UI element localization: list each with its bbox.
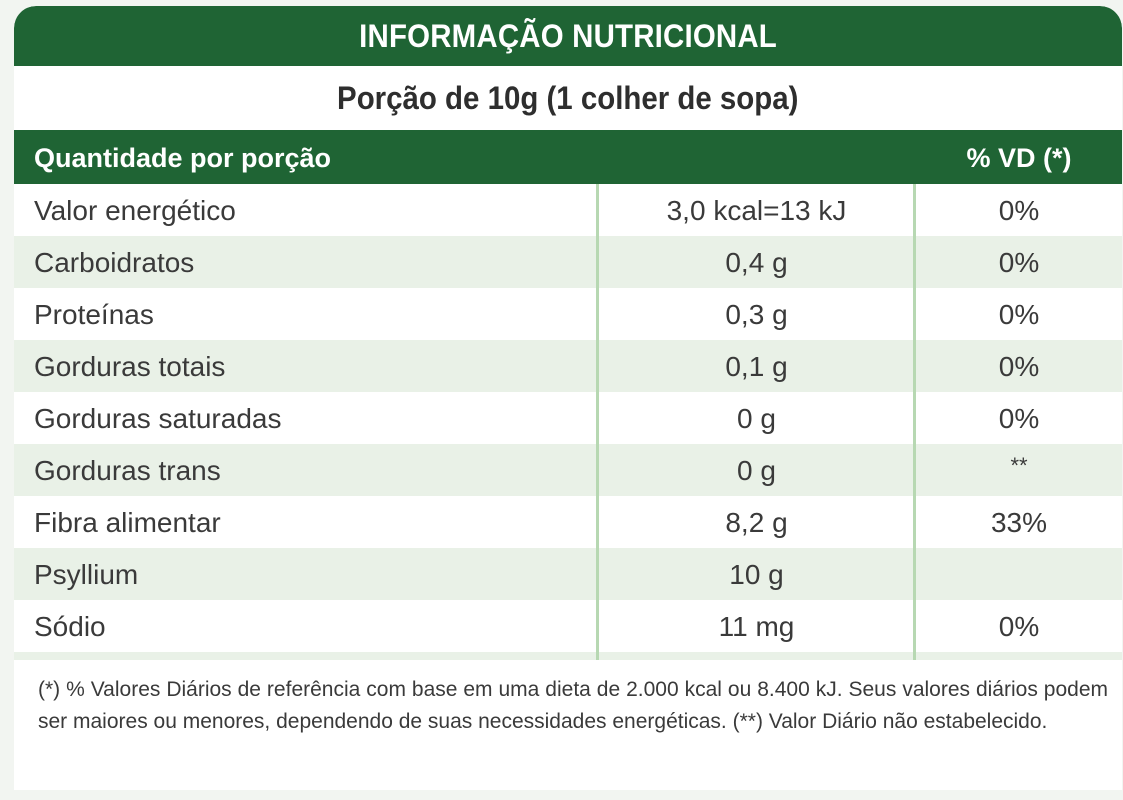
table-row: Valor energético 3,0 kcal=13 kJ 0% bbox=[14, 184, 1122, 236]
nutrient-table: Valor energético 3,0 kcal=13 kJ 0% Carbo… bbox=[14, 184, 1122, 652]
title-bar: INFORMAÇÃO NUTRICIONAL bbox=[14, 6, 1122, 66]
column-divider bbox=[596, 184, 599, 660]
column-divider bbox=[913, 184, 916, 660]
nutrient-name: Fibra alimentar bbox=[34, 507, 221, 538]
table-row: Gorduras totais 0,1 g 0% bbox=[14, 340, 1122, 392]
nutrient-vd: 33% bbox=[990, 507, 1048, 538]
nutrient-vd: 0% bbox=[998, 611, 1040, 642]
nutrient-amount: 0,3 g bbox=[725, 299, 788, 330]
nutrient-amount: 0 g bbox=[737, 455, 776, 486]
nutrient-amount: 11 mg bbox=[718, 611, 795, 642]
nutrient-name: Gorduras trans bbox=[34, 455, 221, 486]
table-header: Quantidade por porção % VD (*) bbox=[14, 130, 1122, 184]
nutrient-vd: 0% bbox=[998, 247, 1040, 278]
header-vd: % VD (*) bbox=[966, 143, 1072, 173]
nutrient-vd: 0% bbox=[998, 351, 1040, 382]
footnote: (*) % Valores Diários de referência com … bbox=[38, 678, 1108, 733]
nutrient-amount: 0,1 g bbox=[725, 351, 788, 382]
table-row: Proteínas 0,3 g 0% bbox=[14, 288, 1122, 340]
nutrient-name: Sódio bbox=[34, 611, 106, 642]
nutrition-label: INFORMAÇÃO NUTRICIONAL Porção de 10g (1 … bbox=[14, 6, 1122, 790]
table-row: Gorduras saturadas 0 g 0% bbox=[14, 392, 1122, 444]
portion-text: Porção de 10g (1 colher de sopa) bbox=[337, 79, 799, 116]
table-row: Gorduras trans 0 g ** bbox=[14, 444, 1122, 496]
nutrient-vd bbox=[916, 548, 1122, 600]
table-row: Fibra alimentar 8,2 g 33% bbox=[14, 496, 1122, 548]
nutrient-vd: ** bbox=[1010, 453, 1028, 478]
table-row: Psyllium 10 g bbox=[14, 548, 1122, 600]
nutrient-vd: 0% bbox=[998, 403, 1040, 434]
nutrient-name: Psyllium bbox=[34, 559, 139, 590]
table-row: Carboidratos 0,4 g 0% bbox=[14, 236, 1122, 288]
nutrient-name: Gorduras saturadas bbox=[34, 403, 282, 434]
nutrient-amount: 0,4 g bbox=[725, 247, 788, 278]
nutrient-vd: 0% bbox=[998, 195, 1040, 226]
nutrient-name: Carboidratos bbox=[34, 247, 195, 278]
nutrient-name: Valor energético bbox=[34, 195, 236, 226]
table-row: Sódio 11 mg 0% bbox=[14, 600, 1122, 652]
nutrient-amount: 3,0 kcal=13 kJ bbox=[666, 195, 847, 226]
nutrient-name: Proteínas bbox=[34, 299, 154, 330]
label-title: INFORMAÇÃO NUTRICIONAL bbox=[359, 17, 777, 54]
table-bottom-stripe bbox=[14, 652, 1122, 660]
nutrient-amount: 10 g bbox=[729, 559, 784, 590]
header-quantity: Quantidade por porção bbox=[34, 143, 332, 173]
nutrient-amount: 8,2 g bbox=[725, 507, 788, 538]
nutrient-name: Gorduras totais bbox=[34, 351, 226, 382]
portion-size: Porção de 10g (1 colher de sopa) bbox=[14, 66, 1122, 130]
nutrient-vd: 0% bbox=[998, 299, 1040, 330]
nutrient-amount: 0 g bbox=[737, 403, 776, 434]
